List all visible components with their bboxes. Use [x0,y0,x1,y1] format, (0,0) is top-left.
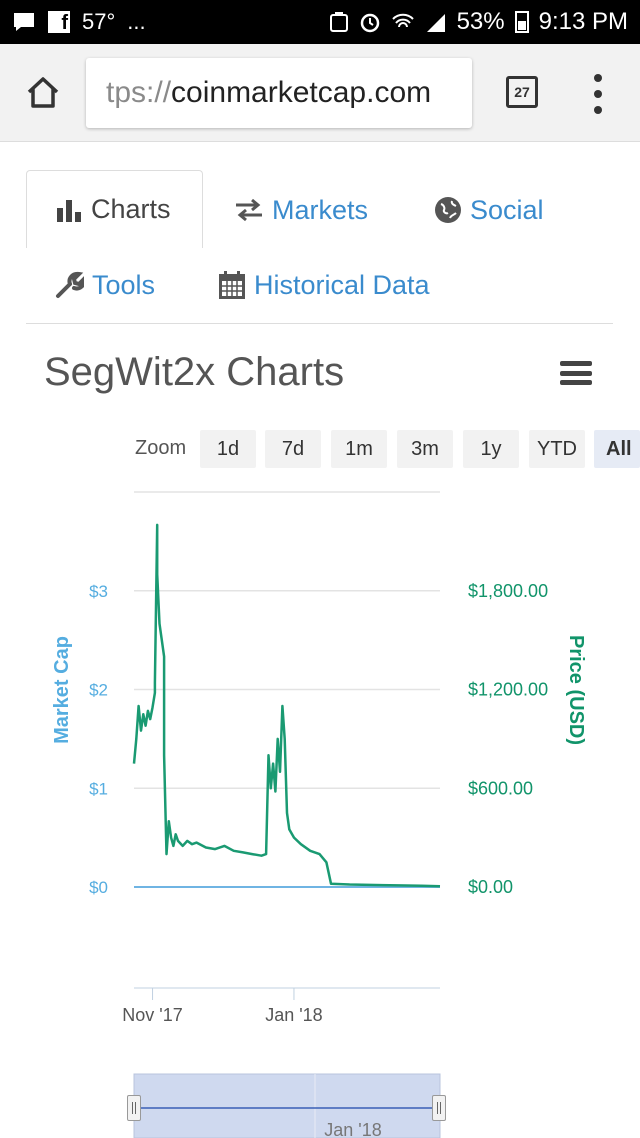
bar-chart-icon [57,199,81,222]
hamburger-bar [560,361,592,366]
navigator-right-handle[interactable] [432,1095,446,1121]
alarm-icon [359,11,381,33]
hamburger-bar [560,370,592,376]
wrench-icon [56,271,84,298]
url-host: coinmarketcap.com [171,76,432,109]
tab-tools-label: Tools [92,269,156,300]
battery-icon [514,11,529,33]
left-axis-ticks: $0 $1 $2 $3 [89,582,108,897]
zoom-label: Zoom [135,437,187,459]
home-icon [27,77,59,108]
chart-menu-button[interactable] [560,361,592,385]
menu-dot [594,106,602,114]
url-bar[interactable]: tps:// coinmarketcap.com [86,58,472,128]
tab-tools[interactable]: Tools [54,265,155,305]
status-bar: f 57° ... 53% 9:13 PM [0,0,640,44]
tab-markets[interactable]: Markets [234,190,368,230]
url-scheme: tps:// [106,76,172,109]
tab-charts-label: Charts [91,194,171,224]
x-tick-label: Nov '17 [122,1005,182,1025]
exchange-arrows-icon [236,198,262,222]
navigator-tick-label: Jan '18 [324,1120,381,1138]
temperature: 57° [82,9,116,34]
navigator-left-handle[interactable] [127,1095,141,1121]
price-series-line [132,523,441,888]
right-tick-label: $0.00 [468,877,513,897]
menu-dot [594,74,602,82]
right-tick-label: $1,800.00 [468,581,548,601]
calendar-icon [219,271,245,299]
signal-icon [425,12,447,32]
navigator-window [133,1073,441,1138]
left-tick-label: $1 [89,779,108,798]
tab-markets-label: Markets [272,194,369,225]
left-axis-title: Market Cap [51,636,73,744]
zoom-3m-button[interactable]: 3m [397,430,453,468]
right-tick-label: $600.00 [468,778,533,798]
facebook-icon: f [48,11,70,33]
x-tick-label: Jan '18 [265,1005,322,1025]
tab-social[interactable]: Social [434,190,544,230]
browser-toolbar: tps:// coinmarketcap.com 27 [0,44,640,142]
battery-percent: 53% [456,8,505,35]
zoom-all-button[interactable]: All [594,430,640,468]
right-axis-ticks: $0.00 $600.00 $1,200.00 $1,800.00 [468,581,548,897]
menu-dot [594,90,602,98]
zoom-1y-button[interactable]: 1y [463,430,519,468]
hamburger-bar [560,380,592,385]
x-axis-ticks: Nov '17 Jan '18 [122,988,323,1025]
overflow-dots: ... [127,9,146,34]
home-button[interactable] [24,74,62,112]
status-right: 53% 9:13 PM [329,8,628,36]
globe-icon [435,197,461,223]
tab-switcher-button[interactable]: 27 [506,76,538,108]
left-tick-label: $3 [89,582,108,601]
clock: 9:13 PM [538,8,628,35]
grid-lines [134,491,440,888]
right-axis-title: Price (USD) [565,635,587,745]
tab-charts[interactable]: Charts [26,170,203,248]
notification-icon [329,11,349,33]
browser-menu-button[interactable] [590,74,606,114]
tab-social-label: Social [470,194,544,225]
zoom-1m-button[interactable]: 1m [331,430,387,468]
left-tick-label: $2 [89,681,108,700]
status-left: f 57° ... [12,9,146,35]
right-tick-label: $1,200.00 [468,680,548,700]
zoom-ytd-button[interactable]: YTD [529,430,585,468]
tab-historical-data[interactable]: Historical Data [218,265,430,305]
left-tick-label: $0 [89,878,108,897]
message-icon [12,11,36,33]
chart-title: SegWit2x Charts [44,350,345,394]
wifi-icon [391,12,415,32]
tab-historical-data-label: Historical Data [254,269,430,300]
zoom-1d-button[interactable]: 1d [200,430,256,468]
nav-divider [26,323,613,324]
zoom-7d-button[interactable]: 7d [265,430,321,468]
